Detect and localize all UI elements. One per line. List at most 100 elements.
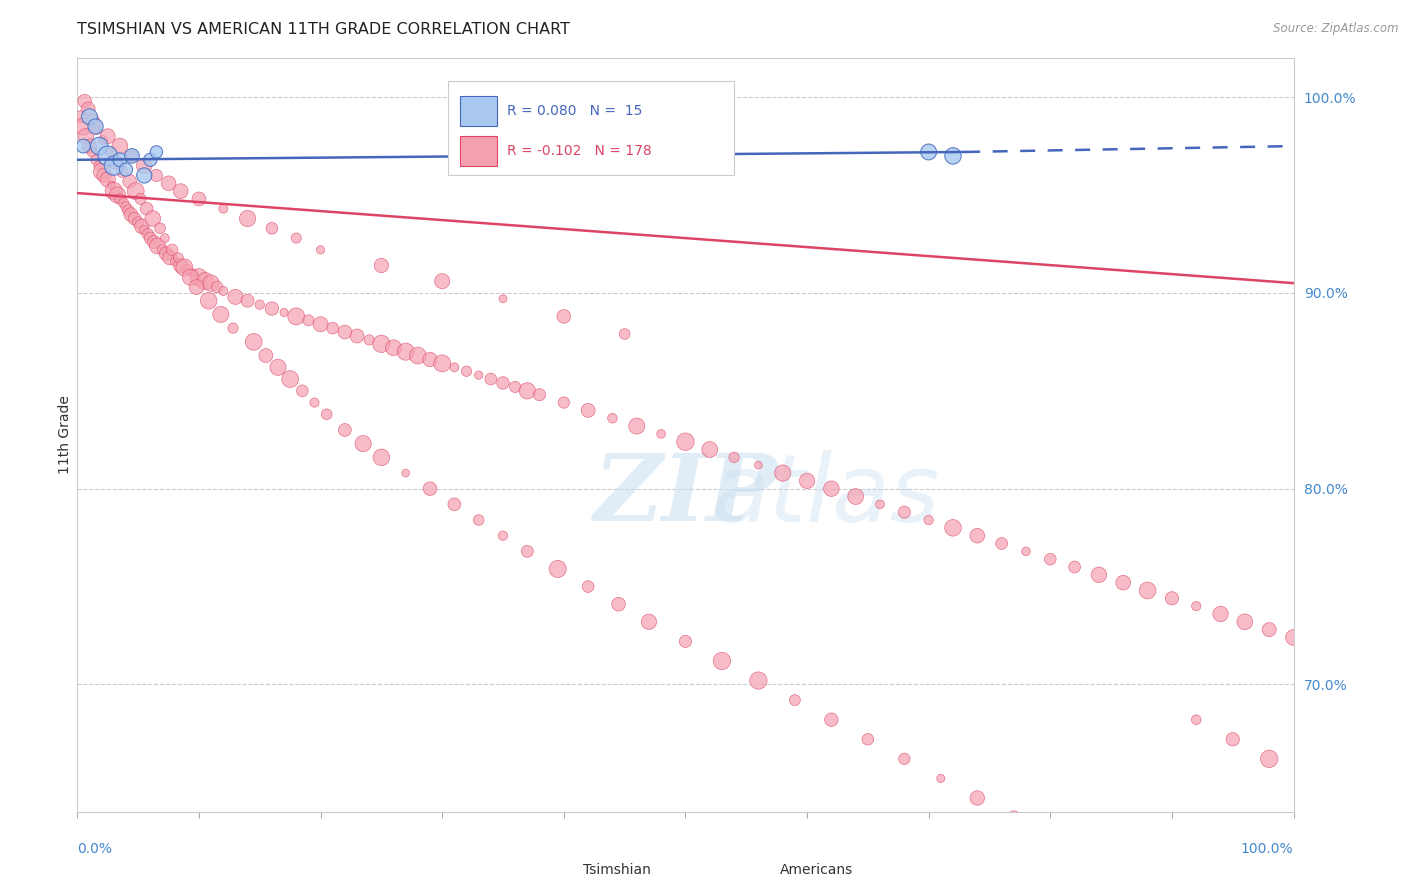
Point [127,215,149,229]
Point [1149,888,1171,892]
Point [84,120,107,134]
Y-axis label: 11th Grade: 11th Grade [58,395,72,475]
Point [142,211,165,226]
Text: 0.0%: 0.0% [77,842,112,855]
Point [1258,752,1281,766]
Point [492,529,515,543]
Point [103,184,125,198]
Point [197,293,219,308]
Point [772,466,794,480]
Point [352,436,374,450]
Point [149,221,172,235]
Point [212,202,235,216]
Point [209,308,232,322]
Point [370,336,392,351]
Point [796,474,818,488]
Point [134,223,156,237]
Point [108,192,131,206]
Point [108,139,131,153]
Point [1161,591,1184,606]
Point [112,195,135,210]
Point [134,159,156,173]
Point [553,395,575,409]
Point [120,208,142,222]
Point [1282,631,1305,645]
Text: Source: ZipAtlas.com: Source: ZipAtlas.com [1274,22,1399,36]
Point [576,403,599,417]
Point [710,654,733,668]
Point [181,266,204,280]
Point [918,513,941,527]
Point [942,521,965,535]
Point [224,290,246,304]
Point [297,313,319,327]
Point [395,466,418,480]
Point [93,169,115,183]
Point [84,120,107,134]
Point [359,333,381,347]
Point [167,251,190,265]
Point [155,246,177,260]
Point [103,159,125,173]
Point [72,139,94,153]
Point [479,372,502,386]
Point [856,732,879,747]
Point [492,292,515,306]
Text: R = -0.102   N = 178: R = -0.102 N = 178 [506,144,651,158]
Point [547,562,569,576]
Point [607,597,630,611]
Point [163,254,186,268]
Point [285,310,308,324]
Point [1112,869,1135,883]
Point [194,274,217,288]
Point [249,298,271,312]
Point [529,388,551,402]
Point [576,580,599,594]
Point [443,360,465,375]
Point [432,356,454,370]
Point [153,231,176,245]
Point [170,184,193,198]
Point [254,349,277,363]
Point [1088,567,1111,582]
Point [111,164,134,178]
Point [159,251,181,265]
Point [97,145,120,159]
Point [77,102,100,116]
Bar [460,136,496,166]
Point [136,227,159,242]
Point [1015,544,1038,558]
Point [188,192,211,206]
Point [869,497,891,511]
Point [135,202,157,216]
Point [100,178,122,193]
Point [529,159,551,173]
Point [121,149,143,163]
Point [723,450,745,465]
Point [990,536,1012,550]
Point [1209,607,1232,621]
Point [173,260,195,275]
Point [443,497,465,511]
Point [108,153,131,167]
Point [1039,552,1062,566]
Point [845,490,868,504]
Point [602,411,624,425]
Point [200,276,222,290]
Point [893,505,915,519]
Point [157,176,180,190]
Point [170,259,193,273]
Point [160,243,183,257]
Point [145,169,167,183]
Point [638,615,661,629]
Point [309,243,332,257]
Point [626,419,648,434]
Text: Tsimshian: Tsimshian [583,863,651,877]
Point [370,450,392,465]
Point [1185,599,1208,614]
Point [315,407,337,421]
Point [242,334,264,349]
Point [97,129,120,144]
Point [89,139,111,153]
Point [304,395,326,409]
